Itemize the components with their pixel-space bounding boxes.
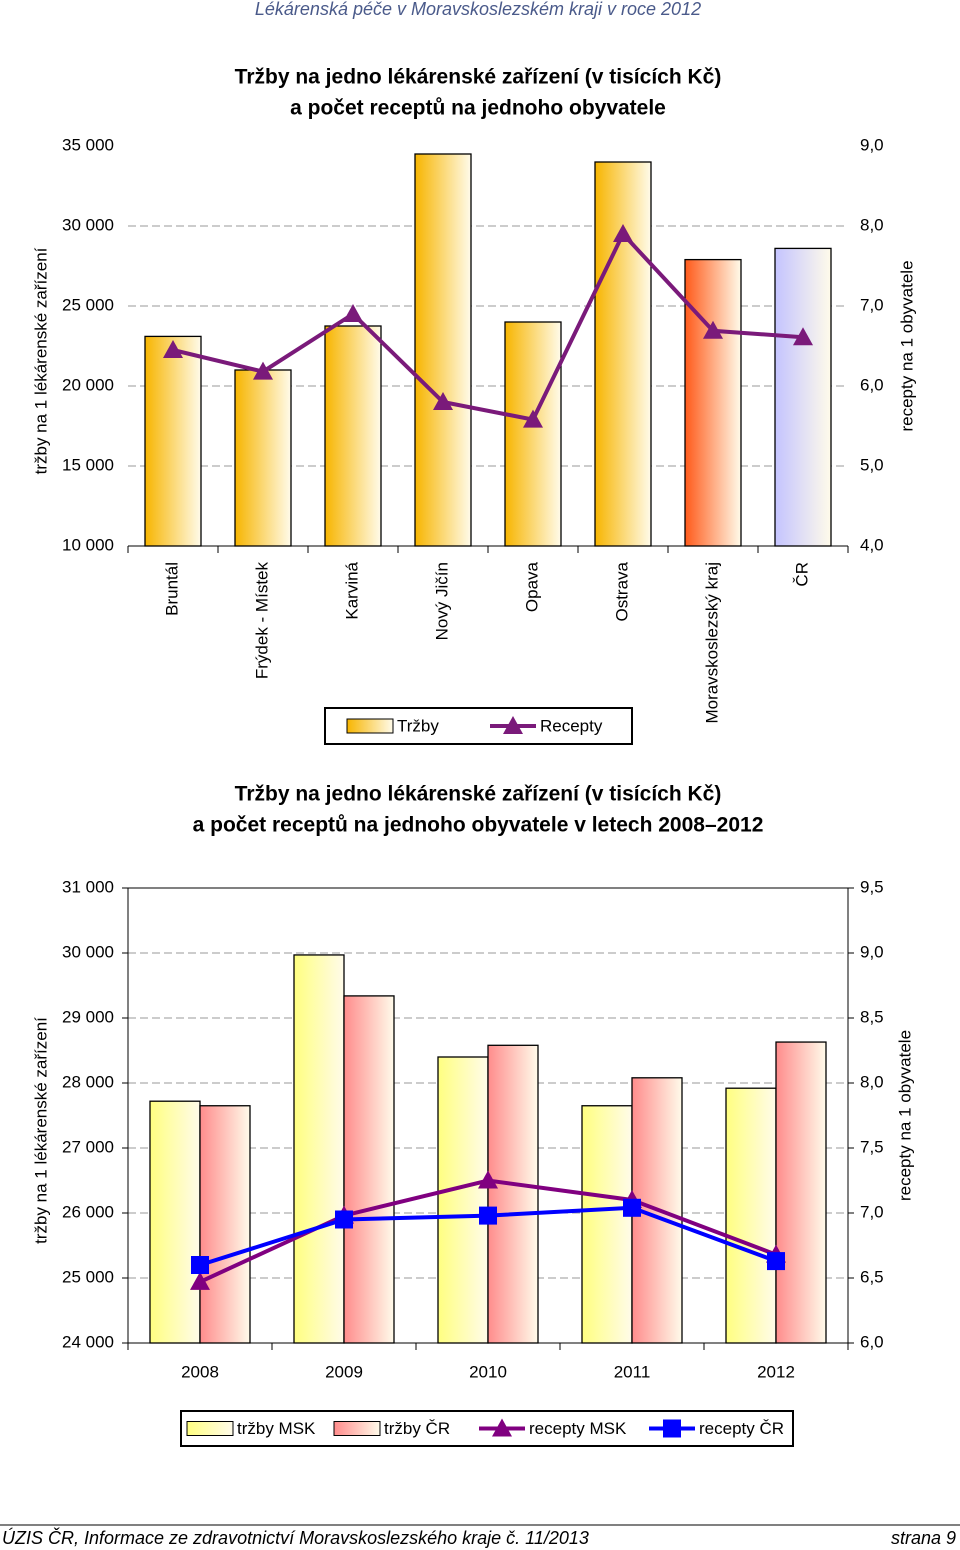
marker [793,327,813,346]
y2-tick-label: 8,0 [860,215,884,234]
y-tick-label: 30 000 [62,942,114,961]
bar [199,1105,251,1344]
bar [684,258,742,547]
y-tick-label: 25 000 [62,1267,114,1286]
bar [414,153,472,547]
y2-axis-title: recepty na 1 obyvatele [895,1030,914,1201]
line [172,230,804,422]
y2-tick-label: 8,5 [860,1007,884,1026]
bar [487,1044,539,1344]
x-tick-label: Moravskoslezský kraj [702,562,721,724]
bar [581,1105,633,1344]
y-tick-label: 29 000 [62,1007,114,1026]
y2-tick-label: 6,0 [860,1332,884,1351]
chart-title: a počet receptů na jednoho obyvatele v l… [193,814,764,837]
bar [594,161,652,547]
marker [523,409,543,428]
marker [433,392,453,410]
x-tick-label: Karviná [342,561,361,619]
bar [324,325,382,547]
marker [492,1418,512,1437]
y2-tick-label: 7,5 [860,1137,884,1156]
y2-tick-label: 9,0 [860,942,884,961]
x-tick-label: Opava [522,561,541,612]
bar [149,1100,201,1344]
y2-tick-label: 9,5 [860,877,884,896]
marker [503,716,523,734]
marker [253,361,273,380]
y2-tick-label: 7,0 [860,295,884,314]
legend-label: recepty MSK [529,1419,627,1438]
legend-label: tržby MSK [237,1419,316,1438]
x-tick-label: ČR [792,562,811,587]
marker [191,1256,209,1274]
y-tick-label: 25 000 [62,295,114,314]
x-tick-label: Nový Jičín [432,562,451,640]
y-tick-label: 10 000 [62,535,114,554]
y2-tick-label: 4,0 [860,535,884,554]
y2-tick-label: 6,0 [860,375,884,394]
legend-label: Tržby [397,716,439,735]
x-tick-label: Ostrava [612,561,631,621]
legend-label: recepty ČR [699,1419,784,1438]
legend-swatch [333,1421,381,1436]
y2-tick-label: 7,0 [860,1202,884,1221]
y-tick-label: 26 000 [62,1202,114,1221]
bar [293,954,345,1344]
x-tick-label: 2010 [469,1362,507,1381]
marker [479,1206,497,1225]
marker [190,1271,210,1290]
y2-axis-title: recepty na 1 obyvatele [897,260,916,431]
x-tick-label: 2009 [325,1362,363,1381]
bar [774,247,832,547]
marker [335,1210,353,1229]
y-tick-label: 24 000 [62,1332,114,1351]
y2-tick-label: 8,0 [860,1072,884,1091]
y-axis-title: tržby na 1 lékárenské zařízení [31,247,50,474]
y-axis-title: tržby na 1 lékárenské zařízení [31,1017,50,1244]
bar [504,321,562,547]
x-tick-label: Bruntál [162,562,181,616]
x-tick-label: 2011 [614,1362,651,1381]
bar [725,1087,777,1344]
y-tick-label: 31 000 [62,877,114,896]
marker [767,1252,785,1271]
marker [163,340,183,358]
bar [775,1041,827,1344]
chart-title: Tržby na jedno lékárenské zařízení (v ti… [235,783,722,806]
x-tick-label: Frýdek - Místek [252,562,271,680]
x-tick-label: 2012 [757,1362,795,1381]
marker [623,1198,641,1217]
marker [613,224,633,242]
y2-tick-label: 9,0 [860,135,884,154]
legend-label: Recepty [540,716,603,735]
bar [437,1056,489,1344]
bar [234,369,292,547]
bar [144,335,202,547]
marker [663,1419,681,1438]
y-tick-label: 28 000 [62,1072,114,1091]
y-tick-label: 15 000 [62,455,114,474]
legend-swatch [186,1421,234,1436]
footer-source: ÚZIS ČR, Informace ze zdravotnictví Mora… [2,1527,589,1548]
chart-title: Tržby na jedno lékárenské zařízení (v ti… [235,66,722,89]
footer-page: strana 9 [891,1528,956,1548]
bar [343,995,395,1344]
y-tick-label: 30 000 [62,215,114,234]
x-tick-label: 2008 [181,1362,219,1381]
marker [478,1170,498,1189]
legend-label: tržby ČR [384,1419,450,1438]
y2-tick-label: 6,5 [860,1267,884,1286]
chart-title: a počet receptů na jednoho obyvatele [290,97,666,120]
legend-swatch [346,718,394,734]
y2-tick-label: 5,0 [860,455,884,474]
marker [343,304,363,322]
y-tick-label: 27 000 [62,1137,114,1156]
y-tick-label: 35 000 [62,135,114,154]
page-header: Lékárenská péče v Moravskoslezském kraji… [255,0,701,19]
marker [703,320,723,339]
y-tick-label: 20 000 [62,375,114,394]
